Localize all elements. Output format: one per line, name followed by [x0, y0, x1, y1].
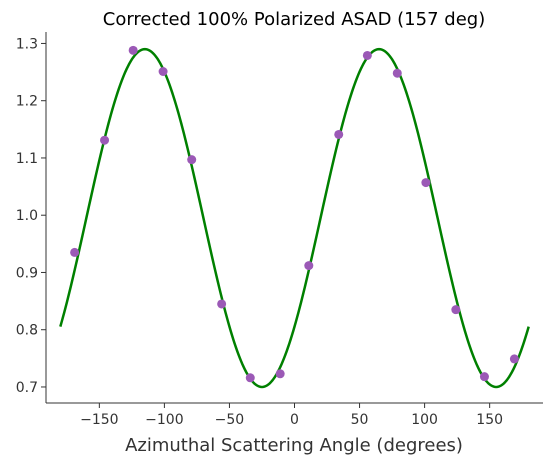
data-point [187, 155, 197, 165]
y-tick-label: 0.9 [16, 265, 38, 281]
data-point [304, 261, 314, 271]
fit-line [59, 47, 530, 389]
y-tick-label: 1.1 [16, 151, 38, 167]
chart-title: Corrected 100% Polarized ASAD (157 deg) [103, 9, 485, 30]
y-tick-label: 1.0 [16, 208, 38, 224]
y-tick-label: 1.3 [16, 36, 38, 52]
plot-area [59, 45, 530, 389]
x-tick-label: 0 [290, 412, 299, 428]
x-tick-label: 50 [351, 412, 369, 428]
data-point [217, 299, 227, 309]
data-point [245, 373, 255, 383]
x-axis-label: Azimuthal Scattering Angle (degrees) [125, 435, 463, 456]
y-tick-label: 0.7 [16, 380, 38, 396]
data-point [362, 50, 372, 60]
x-tick-label: −150 [80, 412, 118, 428]
y-tick-label: 0.8 [16, 323, 38, 339]
data-point [275, 369, 285, 379]
data-point [100, 135, 110, 145]
data-point [334, 129, 344, 139]
data-point [158, 67, 168, 77]
y-tick-label: 1.2 [16, 94, 38, 110]
data-point [70, 247, 80, 257]
x-tick-label: 150 [476, 412, 503, 428]
y-axis: 0.7 0.8 0.9 1.0 1.1 1.2 1.3 [16, 36, 46, 396]
data-point [421, 178, 431, 188]
x-tick-label: 100 [411, 412, 438, 428]
x-axis: −150 −100 −50 0 50 100 150 [80, 403, 503, 428]
data-point [451, 305, 461, 315]
data-point [479, 372, 489, 382]
data-point [509, 354, 519, 364]
x-tick-label: −50 [215, 412, 245, 428]
data-point [128, 45, 138, 55]
data-point [392, 68, 402, 78]
x-tick-label: −100 [145, 412, 183, 428]
